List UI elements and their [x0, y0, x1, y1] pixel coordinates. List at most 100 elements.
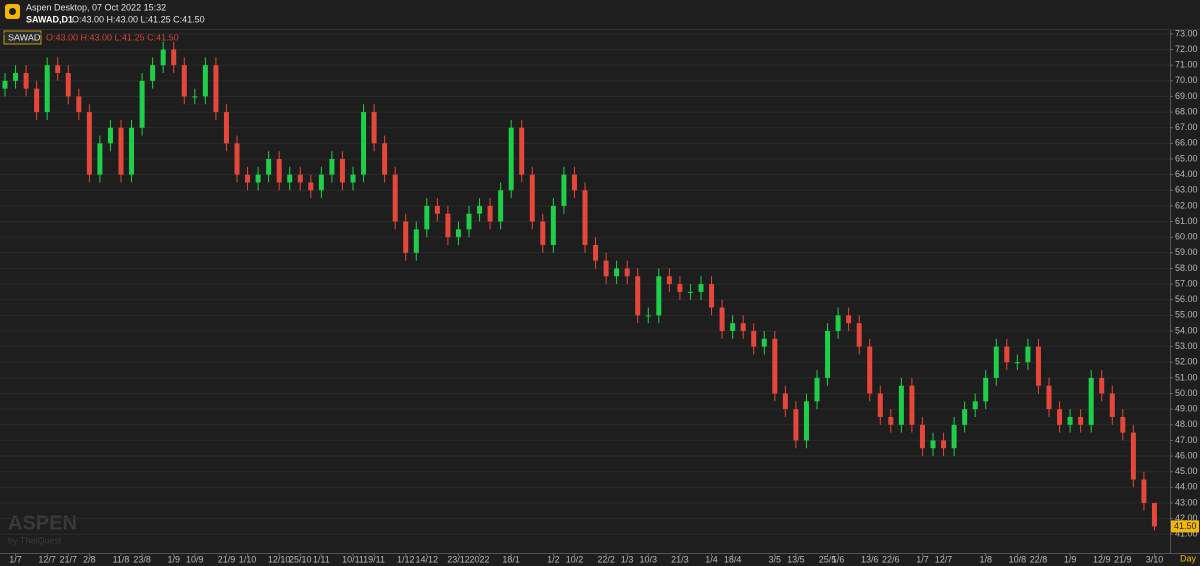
- candle-body: [181, 65, 187, 97]
- candle-body: [582, 190, 588, 245]
- y-tick-label: 61.00: [1175, 216, 1198, 226]
- candle-body: [107, 127, 113, 144]
- candle-body: [392, 174, 398, 222]
- candle-body: [624, 268, 630, 277]
- x-tick-label: 22/8: [1030, 554, 1048, 564]
- candle-body: [709, 284, 715, 308]
- x-tick-label: 22/6: [882, 554, 900, 564]
- candle-body: [466, 213, 472, 230]
- x-tick-label: 22/2: [597, 554, 615, 564]
- candle-body: [941, 440, 947, 449]
- app-icon-eye: [9, 8, 16, 15]
- candle-body: [139, 80, 145, 128]
- candle-body: [508, 127, 514, 191]
- candle-body: [698, 284, 704, 292]
- x-tick-label: 1/8: [979, 554, 992, 564]
- candle-body: [339, 158, 345, 183]
- y-tick-label: 70.00: [1175, 75, 1198, 85]
- x-tick-label: 1/9: [167, 554, 180, 564]
- x-tick-label: 11/8: [113, 554, 130, 564]
- x-tick-label: 21/9: [218, 554, 236, 564]
- candle-body: [687, 291, 693, 293]
- candle-body: [571, 174, 577, 191]
- x-tick-label: 10/11: [342, 554, 364, 564]
- x-tick-label: 10/9: [186, 554, 204, 564]
- x-tick-label: 25/5: [819, 554, 837, 564]
- x-tick-label: 3/10: [1146, 554, 1164, 564]
- candle-body: [234, 143, 240, 175]
- x-tick-label: 1/3: [621, 554, 634, 564]
- x-tick-label: 12/7: [935, 554, 953, 564]
- candle-body: [1025, 346, 1031, 363]
- y-tick-label: 62.00: [1175, 200, 1198, 210]
- candle-body: [972, 401, 978, 410]
- x-tick-label: 23/8: [133, 554, 151, 564]
- watermark: ASPEN: [8, 512, 77, 534]
- x-tick-label: 13/6: [861, 554, 879, 564]
- y-tick-label: 46.00: [1175, 450, 1198, 460]
- candle-body: [1004, 346, 1010, 363]
- candle-body: [772, 338, 778, 394]
- candle-body: [1088, 377, 1094, 425]
- y-tick-label: 42.00: [1175, 513, 1198, 523]
- legend-symbol: SAWAD: [8, 32, 41, 42]
- x-tick-label: 1/10: [239, 554, 257, 564]
- candle-body: [561, 174, 567, 206]
- x-tick-label: 3/5: [769, 554, 782, 564]
- candle-body: [1141, 479, 1147, 503]
- candle-body: [730, 323, 736, 331]
- y-tick-label: 65.00: [1175, 153, 1198, 163]
- candle-body: [403, 221, 409, 253]
- candle-body: [76, 96, 82, 113]
- y-tick-label: 66.00: [1175, 138, 1198, 148]
- candle-body: [603, 260, 609, 277]
- candle-body: [424, 205, 430, 230]
- candle-body: [761, 338, 767, 347]
- y-tick-label: 41.00: [1175, 529, 1198, 539]
- candle-body: [1109, 393, 1115, 417]
- symbol: SAWAD,D1: [26, 14, 73, 24]
- candle-body: [192, 96, 198, 98]
- candle-body: [55, 65, 61, 73]
- candle-body: [171, 49, 177, 66]
- candle-body: [856, 323, 862, 347]
- candle-body: [487, 205, 493, 222]
- x-tick-label: 1/2: [547, 554, 560, 564]
- candle-body: [477, 205, 483, 214]
- x-axis-label: Day: [1180, 553, 1197, 563]
- y-tick-label: 56.00: [1175, 294, 1198, 304]
- candle-body: [371, 112, 377, 144]
- legend-ohlc: O:43.00 H:43.00 L:41.25 C:41.50: [46, 32, 179, 42]
- candle-body: [614, 268, 620, 277]
- candle-body: [445, 213, 451, 238]
- x-tick-label: 19/11: [363, 554, 385, 564]
- candle-body: [160, 49, 166, 66]
- x-tick-label: 1/4: [705, 554, 718, 564]
- candle-body: [1120, 416, 1126, 433]
- candle-body: [245, 174, 251, 183]
- candle-body: [930, 440, 936, 449]
- candle-body: [34, 88, 40, 113]
- candle-body: [919, 424, 925, 449]
- y-tick-label: 64.00: [1175, 169, 1198, 179]
- candle-body: [519, 127, 525, 175]
- candle-body: [529, 174, 535, 222]
- candle-body: [877, 393, 883, 417]
- candle-body: [118, 127, 124, 175]
- x-tick-label: 1/12: [397, 554, 415, 564]
- y-tick-label: 43.00: [1175, 497, 1198, 507]
- candle-body: [361, 112, 367, 175]
- candle-body: [2, 80, 8, 89]
- candle-body: [1151, 502, 1157, 527]
- candle-body: [213, 65, 219, 113]
- candle-body: [287, 174, 293, 183]
- candle-body: [951, 424, 957, 449]
- x-tick-label: 10/2: [566, 554, 584, 564]
- candle-body: [962, 409, 968, 425]
- candle-body: [65, 72, 71, 97]
- y-tick-label: 52.00: [1175, 357, 1198, 367]
- x-tick-label: 1/6: [832, 554, 845, 564]
- candle-body: [846, 315, 852, 324]
- x-tick-label: 1/7: [9, 554, 22, 564]
- x-tick-label: 10/8: [1009, 554, 1027, 564]
